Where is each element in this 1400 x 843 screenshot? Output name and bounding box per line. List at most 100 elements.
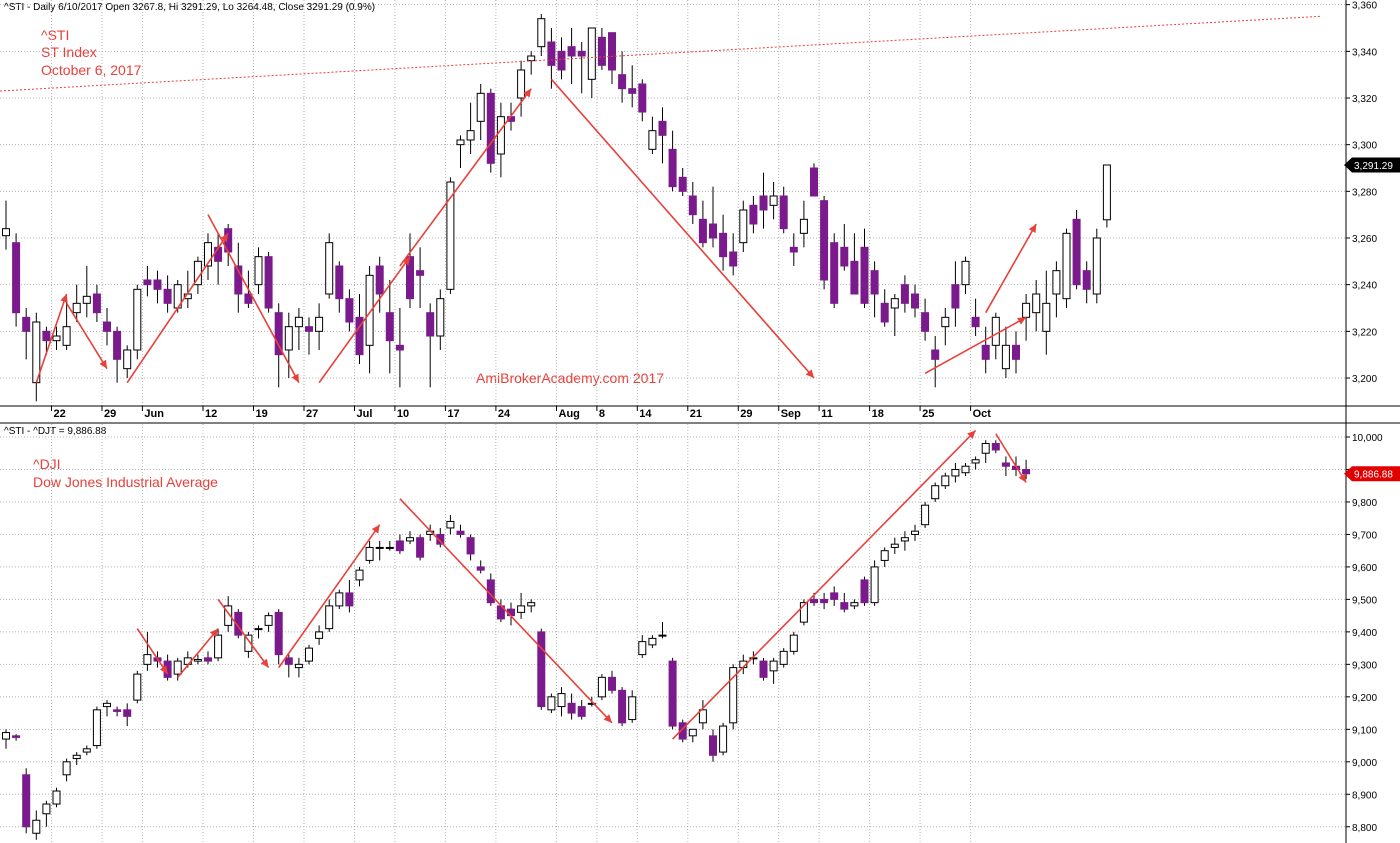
dji-candle-body <box>648 637 657 646</box>
dji-candle <box>537 628 546 710</box>
dji-candle <box>880 547 889 567</box>
dji-y-tick-label: 9,500 <box>1352 595 1377 606</box>
dji-annotation-name: Dow Jones Industrial Average <box>33 474 218 490</box>
sti-candle <box>668 130 677 192</box>
dji-trend-arrow <box>278 524 381 669</box>
dji-candle <box>406 531 414 545</box>
dji-candle <box>436 527 445 548</box>
dji-y-tick-label: 9,200 <box>1352 693 1377 704</box>
dji-candle <box>123 703 132 727</box>
sti-candle <box>658 107 667 164</box>
sti-y-tick-label: 3,220 <box>1352 327 1377 338</box>
dji-last-value-badge: 9,886.88 <box>1344 466 1400 482</box>
sti-candle-body <box>264 256 273 309</box>
dji-candle <box>284 654 293 678</box>
dji-trend-arrowhead <box>209 628 219 638</box>
sti-trend-arrowhead <box>220 233 229 243</box>
dji-candle-body <box>698 709 707 724</box>
sti-candle-body <box>921 312 930 332</box>
sti-candle <box>426 303 435 388</box>
sti-candle-body <box>244 293 253 304</box>
dji-candle-body <box>274 611 283 656</box>
sti-candle-body <box>1032 293 1041 314</box>
sti-candle-body <box>911 293 919 309</box>
sti-candle <box>113 326 122 383</box>
dji-candle-body <box>224 605 233 626</box>
x-tick-label: Aug <box>559 408 580 420</box>
dji-trend-arrow <box>217 598 270 669</box>
dji-candle-body <box>315 631 324 639</box>
sti-candle-body <box>305 326 313 332</box>
dji-candle <box>860 576 869 606</box>
sti-candle <box>537 14 546 56</box>
dji-candle <box>618 687 627 727</box>
sti-candle <box>971 298 980 336</box>
dji-y-tick-label: 9,400 <box>1352 628 1377 639</box>
dji-candle-body <box>456 530 465 535</box>
dji-trend-line <box>672 429 977 740</box>
sti-candle <box>436 289 445 350</box>
sti-candle <box>880 289 889 327</box>
dji-candle-body <box>234 611 243 636</box>
dji-candle <box>941 472 950 489</box>
sti-candle <box>264 252 273 313</box>
sti-candle-body <box>456 139 465 146</box>
dji-candle-body <box>618 689 627 724</box>
dji-candle-body <box>22 774 31 828</box>
sti-candle <box>729 233 738 276</box>
sti-candle <box>587 27 596 98</box>
sti-candle-body <box>42 330 51 342</box>
dji-candle-body <box>769 660 778 672</box>
sti-candle <box>153 270 162 304</box>
dji-trend-line <box>399 498 613 724</box>
sti-candle <box>325 233 334 299</box>
sti-candle <box>345 289 354 332</box>
sti-candle <box>597 28 606 70</box>
sti-candle-body <box>274 312 283 356</box>
dji-candle <box>991 440 1000 454</box>
sti-candle-body <box>466 130 475 141</box>
dji-candle <box>244 631 253 658</box>
sti-candle-body <box>355 316 364 356</box>
dji-candle <box>32 810 41 840</box>
dji-candle-body <box>1001 462 1010 467</box>
sti-trend-arrowhead <box>99 359 107 369</box>
dji-trend-arrowhead <box>603 714 612 723</box>
sti-candle-body <box>345 298 354 323</box>
dji-trend-line <box>177 628 219 678</box>
sti-candle <box>355 294 364 364</box>
sti-candle-body <box>678 176 687 192</box>
sti-candle-body <box>496 116 505 155</box>
sti-y-tick-label: 3,340 <box>1352 47 1377 58</box>
dji-candle-body <box>537 631 546 708</box>
sti-candle-body <box>284 326 293 351</box>
sti-trend-line <box>924 316 1027 375</box>
dji-candle-body <box>254 628 263 631</box>
sti-candle-body <box>668 148 677 188</box>
sti-candle <box>547 28 556 89</box>
x-tick-label: Jun <box>144 408 164 420</box>
sti-candle-body <box>749 204 758 225</box>
dji-candle-body <box>678 722 687 740</box>
dji-candle <box>1001 456 1010 476</box>
sti-trend-line <box>399 88 532 267</box>
dji-candle <box>365 540 374 564</box>
x-tick-label: 17 <box>447 408 459 420</box>
sti-resistance-line <box>0 15 1321 92</box>
dji-candle-body <box>395 540 404 552</box>
dji-candle <box>264 612 273 632</box>
dji-candle-body <box>890 543 899 548</box>
dji-candle-body <box>911 530 919 535</box>
sti-candle-body <box>1092 237 1101 295</box>
sti-candle-body <box>315 316 324 332</box>
sti-candle-body <box>941 316 950 328</box>
sti-candle <box>375 256 384 313</box>
sti-candle <box>395 308 404 388</box>
sti-candle-body <box>1052 270 1061 295</box>
dji-y-tick-label: 8,900 <box>1352 790 1377 801</box>
sti-candle-body <box>1042 302 1051 332</box>
sti-candle <box>486 88 495 173</box>
sti-candle-body <box>254 256 263 286</box>
dji-candle <box>345 579 354 613</box>
sti-trend-arrowhead <box>1028 224 1037 233</box>
